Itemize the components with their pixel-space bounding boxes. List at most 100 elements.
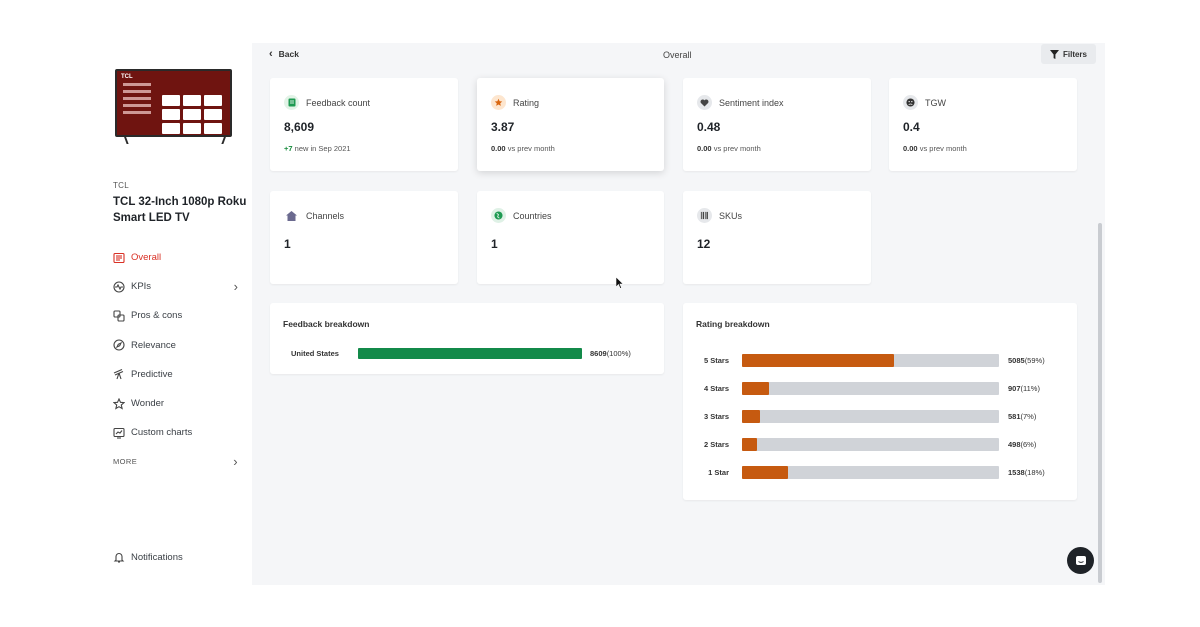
sidebar-item-predictive[interactable]: Predictive <box>113 360 238 389</box>
sidebar-item-relevance[interactable]: Relevance <box>113 331 238 360</box>
sidebar: TCL TCL TCL 32-Inch 1080p Roku Smart LED… <box>95 43 252 585</box>
star-icon <box>113 397 125 410</box>
kpi-value: 1 <box>491 237 498 251</box>
kpi-value: 0.48 <box>697 120 721 134</box>
row-value: 498(6%) <box>1008 440 1037 449</box>
bar-track <box>742 354 999 367</box>
bar-fill <box>742 438 757 451</box>
document-icon <box>284 95 299 110</box>
kpi-label: Countries <box>513 210 552 221</box>
kpi-card-channels[interactable]: Channels 1 <box>270 191 458 284</box>
newspaper-icon <box>113 252 125 264</box>
rating-row-4: 4 Stars 907(11%) <box>683 382 1078 396</box>
kpi-subtext: 0.00 vs prev month <box>697 144 761 153</box>
bar-track <box>742 410 999 423</box>
feedback-breakdown-card: Feedback breakdown United States 8609(10… <box>270 303 664 374</box>
row-value: 1538(18%) <box>1008 468 1045 477</box>
filters-label: Filters <box>1062 49 1087 59</box>
sidebar-item-label: Wonder <box>131 398 165 410</box>
filters-button[interactable]: Filters <box>1041 44 1096 64</box>
home-icon <box>284 208 299 223</box>
row-value: 907(11%) <box>1008 384 1040 393</box>
row-label: 2 Stars <box>703 440 729 449</box>
pulse-icon <box>113 281 125 293</box>
row-label: United States <box>291 349 339 358</box>
row-value: 5085(59%) <box>1008 356 1045 365</box>
sidebar-item-label: Predictive <box>131 368 173 380</box>
sidebar-item-overall[interactable]: Overall <box>113 243 238 272</box>
scrollbar[interactable] <box>1098 223 1102 583</box>
row-label: 5 Stars <box>703 356 729 365</box>
sidebar-item-label: Custom charts <box>131 427 193 439</box>
notifications-label: Notifications <box>131 551 183 563</box>
sidebar-item-kpis[interactable]: KPIs › <box>113 272 238 301</box>
sad-face-icon <box>903 95 918 110</box>
row-value: 8609(100%) <box>590 349 631 358</box>
kpi-label: Rating <box>513 97 540 108</box>
kpi-label: TGW <box>925 97 946 108</box>
kpi-card-sentiment[interactable]: Sentiment index 0.48 0.00 vs prev month <box>683 78 871 171</box>
heart-icon <box>697 95 712 110</box>
bar-track <box>742 438 999 451</box>
sidebar-item-pros-cons[interactable]: Pros & cons <box>113 301 238 330</box>
sidebar-item-label: Overall <box>131 252 162 264</box>
chevron-left-icon: ‹ <box>269 48 273 60</box>
kpi-card-countries[interactable]: Countries 1 <box>477 191 664 284</box>
kpi-label: Feedback count <box>306 97 371 108</box>
rating-row-3: 3 Stars 581(7%) <box>683 410 1078 424</box>
sidebar-item-more[interactable]: MORE › <box>113 447 238 476</box>
sidebar-item-wonder[interactable]: Wonder <box>113 389 238 418</box>
row-label: 1 Star <box>708 468 729 477</box>
kpi-card-tgw[interactable]: TGW 0.4 0.00 vs prev month <box>889 78 1077 171</box>
chevron-right-icon[interactable]: › <box>233 454 238 470</box>
bar-fill <box>742 410 760 423</box>
kpi-card-skus[interactable]: SKUs 12 <box>683 191 871 284</box>
product-name: TCL 32-Inch 1080p Roku Smart LED TV <box>113 196 247 224</box>
bar-fill <box>358 348 582 359</box>
app-window: TCL TCL TCL 32-Inch 1080p Roku Smart LED… <box>95 43 1105 585</box>
chevron-right-icon[interactable]: › <box>233 279 238 295</box>
star-icon <box>491 95 506 110</box>
kpi-card-rating[interactable]: Rating 3.87 0.00 vs prev month <box>477 78 664 171</box>
sidebar-item-label: KPIs <box>131 281 152 293</box>
product-image: TCL <box>115 69 232 144</box>
kpi-label: Channels <box>306 210 345 221</box>
sidebar-nav: Overall KPIs › Pros & cons Relevance <box>113 243 238 477</box>
product-brand: TCL <box>113 181 130 190</box>
feedback-row: United States 8609(100%) <box>270 348 665 360</box>
bar-fill <box>742 466 789 479</box>
bar-track <box>742 466 999 479</box>
bell-icon <box>113 553 125 563</box>
bar-track <box>742 382 999 395</box>
row-value: 581(7%) <box>1008 412 1037 421</box>
globe-icon <box>491 208 506 223</box>
kpi-value: 3.87 <box>491 120 515 134</box>
bar-fill <box>742 354 894 367</box>
kpi-subtext: 0.00 vs prev month <box>903 144 967 153</box>
kpi-label: SKUs <box>719 210 743 221</box>
telescope-icon <box>113 368 125 380</box>
more-label: MORE <box>113 457 138 467</box>
chat-icon <box>1075 555 1086 565</box>
chart-icon <box>113 427 125 439</box>
page-title: Overall <box>663 50 692 60</box>
chat-button[interactable] <box>1067 547 1094 574</box>
sidebar-item-label: Relevance <box>131 339 176 351</box>
kpi-subtext: 0.00 vs prev month <box>491 144 555 153</box>
bar-fill <box>742 382 769 395</box>
kpi-value: 1 <box>284 237 291 251</box>
rating-row-5: 5 Stars 5085(59%) <box>683 354 1078 368</box>
sidebar-item-custom-charts[interactable]: Custom charts <box>113 418 238 447</box>
kpi-card-feedback[interactable]: Feedback count 8,609 +7 new in Sep 2021 <box>270 78 458 171</box>
back-button[interactable]: ‹ Back <box>269 48 299 60</box>
kpi-subtext: +7 new in Sep 2021 <box>284 144 351 153</box>
notifications-link[interactable]: Notifications <box>113 551 183 563</box>
bar-track <box>358 348 582 359</box>
section-title: Feedback breakdown <box>283 319 370 329</box>
kpi-value: 0.4 <box>903 120 920 134</box>
row-label: 3 Stars <box>703 412 729 421</box>
thumbs-icon <box>113 310 125 322</box>
kpi-value: 8,609 <box>284 120 315 134</box>
rating-row-1: 1 Star 1538(18%) <box>683 466 1078 480</box>
back-label: Back <box>278 49 299 59</box>
